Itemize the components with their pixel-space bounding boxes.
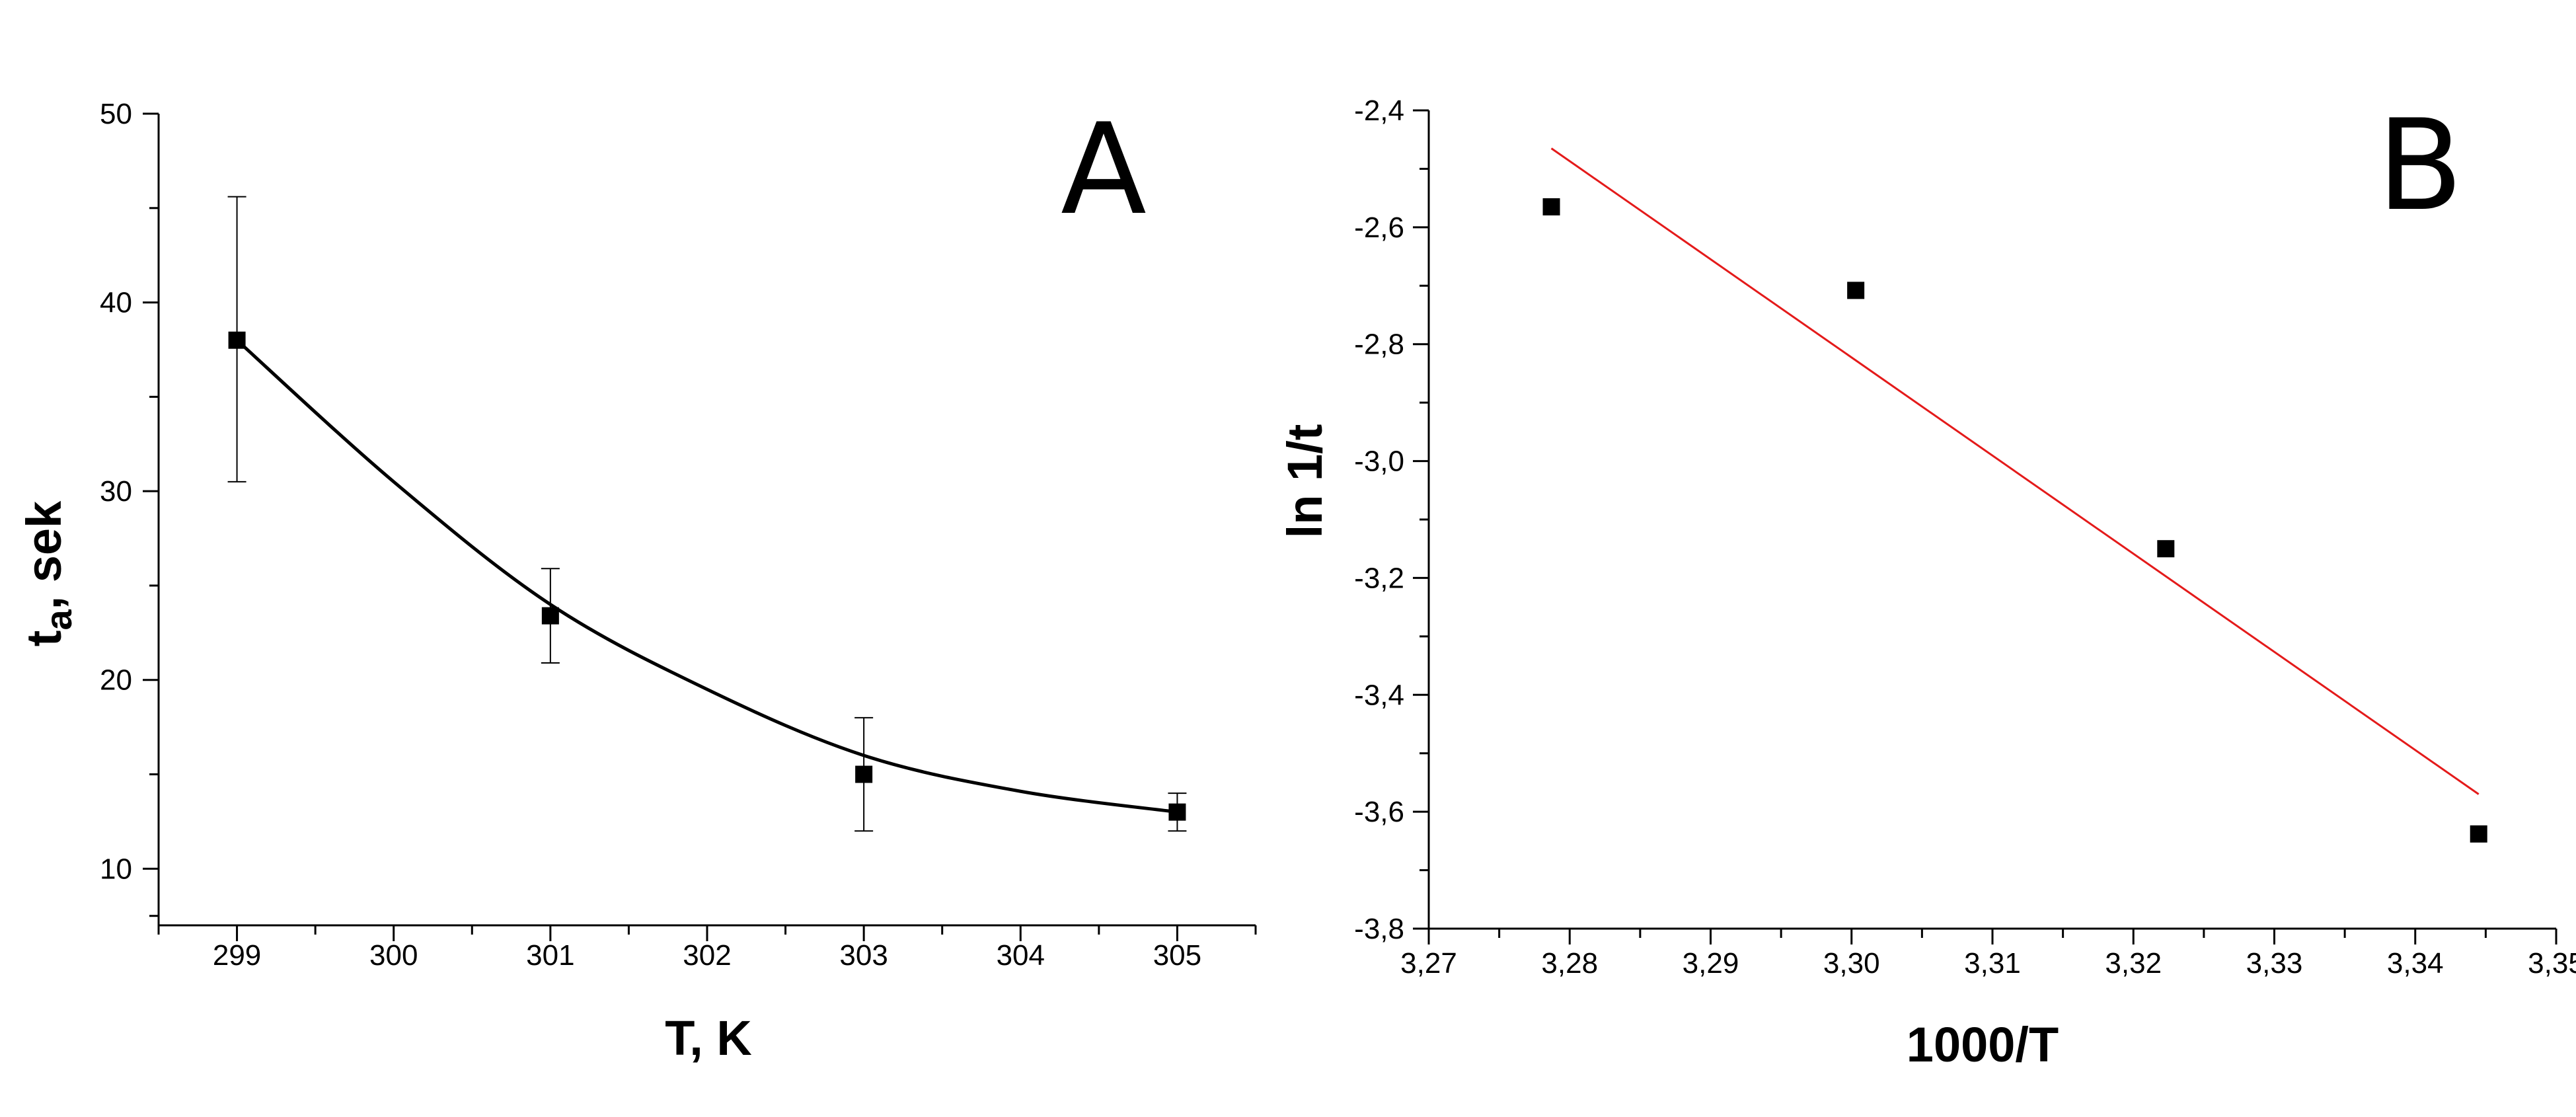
axes — [1413, 109, 2557, 944]
x-tick-label: 300 — [369, 939, 418, 972]
x-tick-label: 305 — [1153, 939, 1201, 972]
x-tick-label: 3,34 — [2387, 947, 2444, 980]
y-tick-label: -3,2 — [1354, 562, 1404, 594]
data-point — [541, 607, 559, 625]
x-tick-label: 299 — [213, 939, 261, 972]
fit-curve — [235, 338, 1178, 814]
x-tick-label: 301 — [526, 939, 574, 972]
axes — [143, 112, 1257, 941]
x-tick-label: 302 — [683, 939, 731, 972]
y-tick-label: 10 — [100, 853, 132, 885]
y-tick-label: -3,4 — [1354, 679, 1404, 711]
data-points — [1542, 198, 2487, 843]
data-point — [1168, 803, 1186, 821]
x-tick-label: 303 — [839, 939, 888, 972]
panel-label: B — [2377, 93, 2463, 239]
y-tick-label: 30 — [100, 475, 132, 508]
y-tick-label: 20 — [100, 664, 132, 697]
error-bars — [227, 196, 1187, 832]
y-axis-title: ta, sek — [17, 500, 79, 646]
y-tick-label: -2,4 — [1354, 95, 1404, 127]
data-point — [2157, 540, 2175, 558]
x-tick-label: 3,30 — [1823, 947, 1880, 980]
fit-curve-path — [235, 338, 1178, 814]
x-tick-label: 3,29 — [1683, 947, 1739, 980]
x-tick-label: 3,27 — [1400, 947, 1457, 980]
y-axis-title: ln 1/t — [1277, 424, 1332, 539]
y-tick-label: -2,8 — [1354, 328, 1404, 361]
data-point — [228, 331, 246, 349]
y-tick-label: -2,6 — [1354, 212, 1404, 244]
x-axis-title: 1000/T — [1907, 1017, 2059, 1072]
y-axis-title-rest: , sek — [17, 500, 71, 609]
y-axis-title-subscript: a — [38, 609, 79, 631]
data-points — [228, 331, 1186, 821]
data-point — [2470, 825, 2487, 843]
chart-panel-a: 299 300 301 302 303 304 305 10 20 30 40 50 A T, K t… — [17, 96, 1257, 1065]
tick-labels: 299 300 301 302 303 304 305 10 20 30 40 50 — [100, 98, 1201, 972]
chart-panel-b: 3,27 3,28 3,29 3,30 3,31 3,32 3,33 3,34 3,35 -3,8… — [1277, 93, 2576, 1072]
x-axis-title: T, K — [665, 1011, 752, 1065]
fit-line — [1550, 147, 2480, 795]
data-point — [855, 765, 873, 783]
y-tick-label: 40 — [100, 287, 132, 319]
data-point — [1542, 198, 1560, 215]
x-tick-label: 304 — [997, 939, 1045, 972]
y-tick-label: -3,6 — [1354, 796, 1404, 828]
x-tick-label: 3,35 — [2528, 947, 2576, 980]
data-point — [1847, 282, 1865, 299]
panel-label: A — [1061, 96, 1147, 243]
y-axis-title-main: t — [17, 631, 71, 647]
x-tick-label: 3,28 — [1541, 947, 1598, 980]
x-tick-label: 3,31 — [1964, 947, 2021, 980]
x-tick-label: 3,33 — [2246, 947, 2303, 980]
x-tick-label: 3,32 — [2105, 947, 2162, 980]
y-tick-label: 50 — [100, 98, 132, 130]
tick-labels: 3,27 3,28 3,29 3,30 3,31 3,32 3,33 3,34 3,35 -3,8… — [1354, 95, 2576, 980]
y-tick-label: -3,0 — [1354, 445, 1404, 478]
y-tick-label: -3,8 — [1354, 913, 1404, 945]
linear-fit-line — [1550, 147, 2480, 795]
